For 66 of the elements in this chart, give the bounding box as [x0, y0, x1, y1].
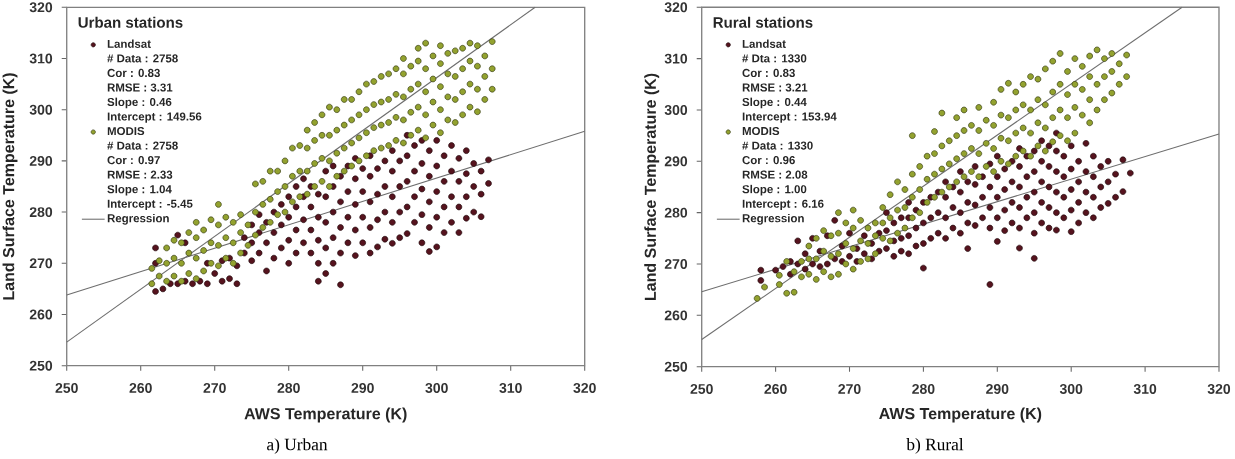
- y-tick-label: 270: [664, 259, 688, 269]
- x-tick-label: 310: [1133, 384, 1157, 394]
- x-tick-label: 260: [129, 383, 152, 393]
- annotation: Cor : 0.83: [107, 68, 160, 77]
- annotation: # Data : 2758: [107, 141, 178, 150]
- annotation: Slope : 0.44: [742, 97, 807, 109]
- x-tick-label: 250: [55, 383, 78, 393]
- legend-label: MODIS: [107, 127, 145, 136]
- x-tick-label: 320: [1207, 384, 1231, 394]
- y-tick-label: 260: [664, 310, 688, 321]
- annotation: # Dta : 1330: [742, 54, 807, 63]
- annotation: RMSE : 3.31: [107, 83, 173, 92]
- y-tick-label: 260: [29, 309, 53, 320]
- annotation: # Data : 2758: [107, 54, 178, 63]
- y-tick-label: 280: [29, 207, 53, 218]
- text: a) Urban: [267, 438, 328, 454]
- annotation: Cor : 0.96: [742, 156, 795, 165]
- legend-label: Regression: [742, 213, 804, 225]
- legend-label: Regression: [107, 213, 169, 225]
- legend-title: Rural stations: [713, 16, 813, 28]
- x-axis-title: AWS Temperature (K): [879, 407, 1042, 423]
- annotation: Intercept : 6.16: [742, 199, 824, 211]
- y-tick-label: 270: [29, 258, 53, 269]
- x-axis-title: AWS Temperature (K): [244, 407, 407, 423]
- x-tick-label: 280: [912, 384, 935, 394]
- y-tick-label: 290: [664, 156, 688, 167]
- annotation: RMSE : 2.08: [742, 170, 808, 179]
- x-tick-label: 250: [690, 384, 713, 394]
- annotation: Cor : 0.97: [107, 156, 160, 165]
- annotation: # Data : 1330: [742, 141, 813, 150]
- annotation: Intercept : -5.45: [107, 199, 193, 211]
- annotation: RMSE : 3.21: [742, 83, 808, 92]
- annotation: RMSE : 2.33: [107, 170, 173, 179]
- annotation: Intercept : 153.94: [742, 112, 837, 123]
- y-tick-label: 300: [29, 104, 53, 115]
- y-tick-label: 250: [29, 360, 53, 371]
- x-tick-label: 300: [425, 383, 448, 393]
- legend-label: MODIS: [742, 127, 780, 136]
- y-tick-label: 320: [29, 2, 53, 13]
- x-tick-label: 290: [986, 384, 1009, 394]
- y-tick-label: 320: [664, 2, 688, 13]
- annotation: Slope : 1.04: [107, 184, 172, 196]
- legend-title: Urban stations: [78, 16, 183, 28]
- x-tick-label: 310: [499, 383, 522, 393]
- x-tick-label: 280: [277, 383, 300, 393]
- x-tick-label: 300: [1059, 384, 1083, 394]
- text: b) Rural: [906, 438, 964, 454]
- y-axis-title: Land Surface Temperature (K): [2, 73, 18, 300]
- y-tick-label: 250: [664, 361, 688, 372]
- annotation: Intercept : 149.56: [107, 112, 202, 123]
- annotation: Slope : 1.00: [742, 184, 807, 196]
- y-tick-label: 310: [29, 53, 53, 64]
- y-tick-label: 300: [664, 105, 688, 115]
- x-tick-label: 320: [573, 383, 596, 393]
- annotation: Slope : 0.46: [107, 97, 172, 109]
- y-tick-label: 290: [29, 155, 53, 166]
- y-axis-title: Land Surface Temperature (K): [644, 73, 660, 301]
- legend-label: Landsat: [742, 39, 786, 48]
- x-tick-label: 260: [764, 384, 787, 394]
- legend-label: Landsat: [107, 39, 151, 48]
- x-tick-label: 290: [351, 383, 374, 393]
- x-tick-label: 270: [838, 384, 861, 394]
- annotation: Cor : 0.83: [742, 68, 795, 77]
- y-tick-label: 280: [664, 207, 688, 218]
- x-tick-label: 270: [203, 383, 226, 393]
- y-tick-label: 310: [664, 53, 688, 64]
